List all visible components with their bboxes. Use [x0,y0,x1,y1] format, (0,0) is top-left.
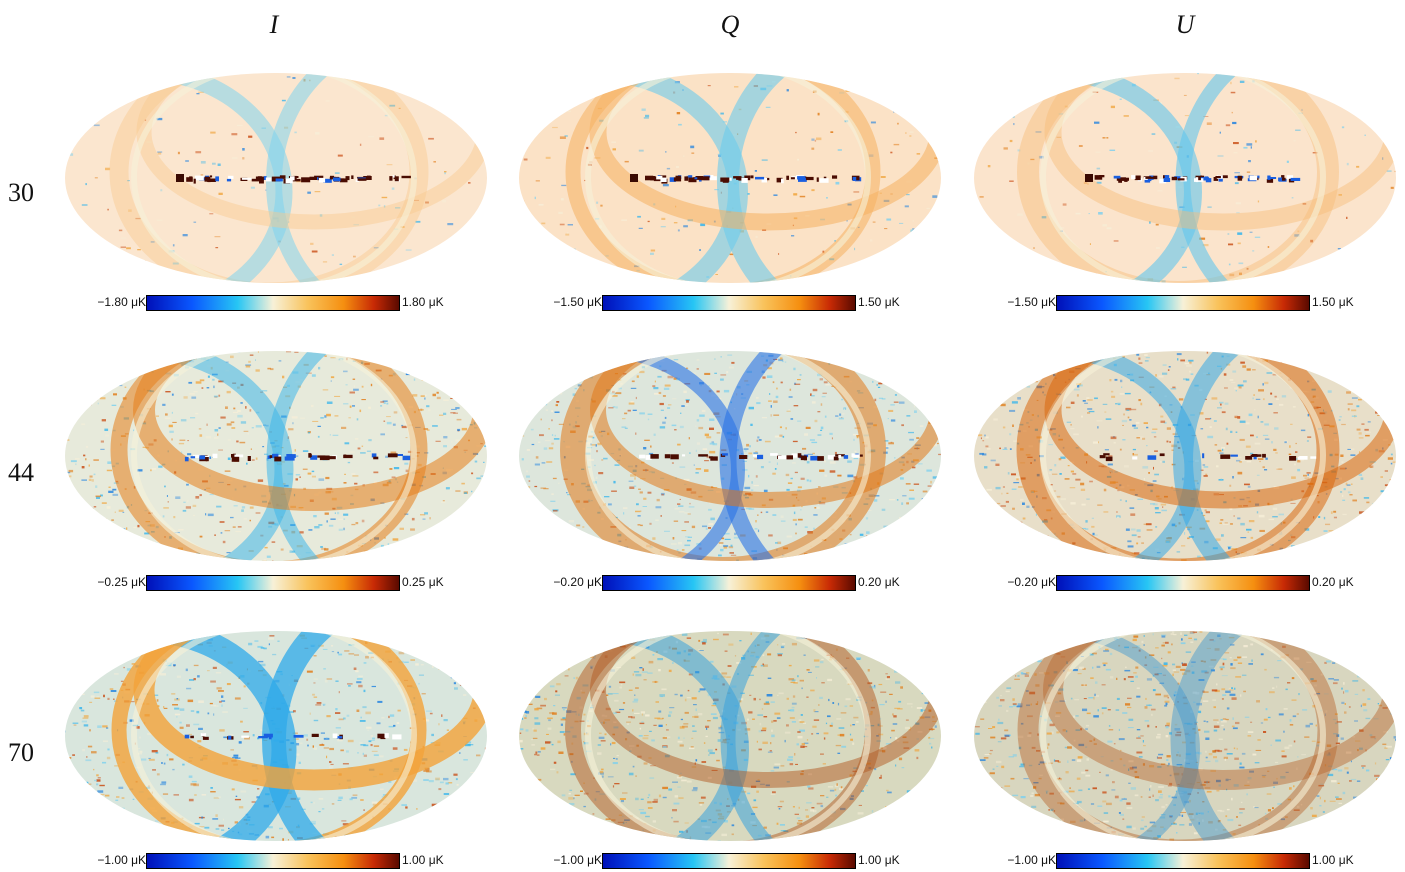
colorbar-max-label: 1.00 μK [1312,853,1354,867]
column-header-q: Q [720,10,740,39]
map-30-u [973,72,1397,284]
colorbar-max-label: 1.00 μK [858,853,900,867]
column-header-i: I [269,10,279,39]
colorbar-min-label: −0.25 μK [97,575,146,589]
colorbar-max-label: 1.00 μK [402,853,444,867]
map-70-i [64,630,488,842]
colorbar-min-label: −1.00 μK [1007,853,1056,867]
colorbar-gradient [146,853,400,869]
sky-map-svg [65,631,487,841]
colorbar-70-i: −1.00 μK 1.00 μK [56,852,486,869]
map-30-i [64,72,488,284]
colorbar-30-q: −1.50 μK 1.50 μK [512,294,942,311]
colorbar-max-label: 1.50 μK [1312,295,1354,309]
colorbar-min-label: −0.20 μK [553,575,602,589]
row-label-44: 44 [8,458,34,487]
colorbar-30-i: −1.80 μK 1.80 μK [56,294,486,311]
sky-map-svg [974,351,1396,561]
colorbar-max-label: 1.50 μK [858,295,900,309]
column-header-u: U [1175,10,1195,39]
map-70-q [518,630,942,842]
row-label-30: 30 [8,178,34,207]
colorbar-max-label: 0.25 μK [402,575,444,589]
colorbar-max-label: 0.20 μK [858,575,900,589]
sky-map-svg [65,73,487,283]
colorbar-gradient [602,575,856,591]
colorbar-min-label: −1.80 μK [97,295,146,309]
colorbar-30-u: −1.50 μK 1.50 μK [966,294,1396,311]
sky-map-svg [974,631,1396,841]
colorbar-gradient [146,295,400,311]
map-30-q [518,72,942,284]
sky-map-svg [519,351,941,561]
colorbar-gradient [602,295,856,311]
colorbar-44-q: −0.20 μK 0.20 μK [512,574,942,591]
colorbar-min-label: −0.20 μK [1007,575,1056,589]
colorbar-max-label: 0.20 μK [1312,575,1354,589]
colorbar-max-label: 1.80 μK [402,295,444,309]
map-44-u [973,350,1397,562]
sky-map-svg [519,73,941,283]
colorbar-min-label: −1.00 μK [97,853,146,867]
map-70-u [973,630,1397,842]
map-44-q [518,350,942,562]
colorbar-44-i: −0.25 μK 0.25 μK [56,574,486,591]
colorbar-gradient [602,853,856,869]
sky-map-svg [65,351,487,561]
colorbar-gradient [1056,295,1310,311]
colorbar-44-u: −0.20 μK 0.20 μK [966,574,1396,591]
colorbar-70-u: −1.00 μK 1.00 μK [966,852,1396,869]
sky-map-svg [974,73,1396,283]
sky-map-svg [519,631,941,841]
colorbar-70-q: −1.00 μK 1.00 μK [512,852,942,869]
colorbar-min-label: −1.00 μK [553,853,602,867]
colorbar-min-label: −1.50 μK [1007,295,1056,309]
colorbar-gradient [1056,853,1310,869]
colorbar-gradient [146,575,400,591]
map-44-i [64,350,488,562]
colorbar-gradient [1056,575,1310,591]
row-label-70: 70 [8,738,34,767]
colorbar-min-label: −1.50 μK [553,295,602,309]
